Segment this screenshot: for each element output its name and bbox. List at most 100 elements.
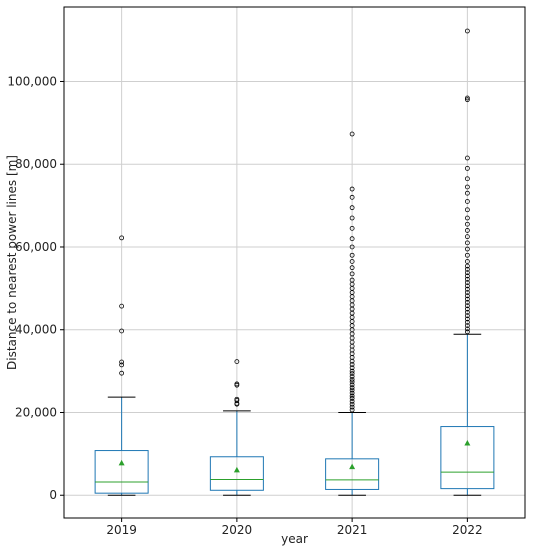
outlier-point xyxy=(234,381,240,387)
outlier-point xyxy=(464,296,470,302)
outlier-point xyxy=(349,379,355,385)
outlier-point xyxy=(464,280,470,285)
box-group-2021 xyxy=(325,131,380,496)
x-axis-label: year xyxy=(281,532,308,546)
y-axis-label: Distance to nearest power lines [m] xyxy=(5,155,19,370)
outlier-point xyxy=(349,398,355,404)
outlier-point xyxy=(464,215,470,221)
y-tick-label: 40,000 xyxy=(15,323,57,337)
x-tick-label: 2020 xyxy=(222,523,253,537)
outlier-point xyxy=(234,396,240,402)
outlier-point xyxy=(349,376,355,382)
outlier-point xyxy=(119,328,125,334)
outlier-point xyxy=(119,370,125,376)
outlier-point xyxy=(349,374,355,379)
outlier-point xyxy=(464,266,470,272)
outlier-point xyxy=(119,235,125,241)
outlier-point xyxy=(349,205,355,211)
outlier-point xyxy=(119,362,125,368)
outlier-point xyxy=(464,207,470,213)
box-group-2022 xyxy=(440,28,495,496)
outlier-point xyxy=(349,194,355,200)
outlier-point xyxy=(464,199,470,204)
outlier-point xyxy=(464,319,470,325)
outlier-point xyxy=(464,276,470,282)
outlier-point xyxy=(349,215,355,221)
outlier-point xyxy=(464,303,470,309)
box-group-2020 xyxy=(209,359,264,496)
outlier-point xyxy=(349,368,355,374)
outlier-point xyxy=(464,270,470,276)
outlier-point xyxy=(119,359,125,365)
outlier-point xyxy=(349,407,355,413)
outlier-point xyxy=(349,225,355,231)
x-tick-label: 2019 xyxy=(106,523,137,537)
outlier-point xyxy=(464,240,470,246)
y-tick-label: 0 xyxy=(49,488,57,502)
axes: 0 20,000 40,000 60,000 80,000 100,000 2019 2020… xyxy=(7,74,482,537)
x-tick-label: 2021 xyxy=(337,523,368,537)
outlier-point xyxy=(464,283,470,289)
mean-marker xyxy=(118,459,125,466)
outlier-point xyxy=(464,155,470,161)
outlier-point xyxy=(349,393,355,399)
x-tick-label: 2022 xyxy=(452,523,483,537)
outlier-point xyxy=(349,365,355,371)
outlier-point xyxy=(464,165,470,171)
iqr-box xyxy=(94,450,149,494)
outlier-point xyxy=(349,244,355,250)
outlier-point xyxy=(349,252,355,258)
outlier-point xyxy=(349,387,355,393)
outlier-point xyxy=(349,371,355,376)
outlier-point xyxy=(464,313,470,319)
mean-marker xyxy=(349,463,356,470)
outlier-point xyxy=(464,176,470,182)
outlier-point xyxy=(464,323,470,328)
outlier-point xyxy=(464,228,470,233)
mean-marker xyxy=(233,466,240,473)
outlier-point xyxy=(464,329,470,335)
outlier-point xyxy=(349,277,355,283)
outlier-point xyxy=(464,326,470,332)
outlier-point xyxy=(464,221,470,227)
outlier-point xyxy=(464,97,470,103)
outlier-point xyxy=(464,95,470,101)
outlier-point xyxy=(464,246,470,252)
outlier-point xyxy=(349,401,355,407)
y-tick-label: 60,000 xyxy=(15,240,57,254)
mean-marker xyxy=(464,440,471,446)
outlier-point xyxy=(464,234,470,240)
outlier-point xyxy=(349,271,355,277)
outlier-point xyxy=(464,316,470,322)
box-group-2019 xyxy=(94,235,149,496)
outlier-point xyxy=(349,131,355,137)
y-tick-label: 100,000 xyxy=(7,74,57,88)
iqr-box xyxy=(440,426,495,490)
y-tick-label: 80,000 xyxy=(15,157,57,171)
outlier-point xyxy=(349,236,355,242)
outlier-point xyxy=(234,359,240,364)
outlier-point xyxy=(119,303,125,309)
outlier-point xyxy=(349,390,355,396)
y-tick-label: 20,000 xyxy=(15,405,57,419)
outlier-point xyxy=(464,263,470,269)
outlier-point xyxy=(464,286,470,292)
plot-frame xyxy=(63,6,526,519)
grid-lines xyxy=(64,7,525,518)
outlier-point xyxy=(349,404,355,410)
outlier-point xyxy=(464,184,470,190)
box-plot-series xyxy=(94,28,495,496)
outlier-point xyxy=(464,306,470,312)
outlier-point xyxy=(464,28,470,34)
outlier-point xyxy=(464,309,470,315)
outlier-point xyxy=(349,186,355,192)
iqr-box xyxy=(325,458,380,490)
outlier-point xyxy=(349,382,355,388)
outlier-point xyxy=(349,362,355,367)
outlier-point xyxy=(464,290,470,295)
outlier-point xyxy=(349,259,355,264)
outlier-point xyxy=(349,385,355,391)
outlier-point xyxy=(464,190,470,196)
outlier-point xyxy=(349,396,355,401)
